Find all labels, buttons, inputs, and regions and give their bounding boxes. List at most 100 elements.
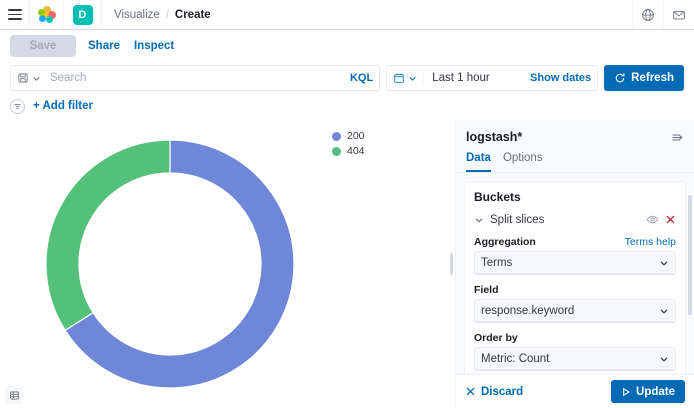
chevron-down-icon [33, 76, 40, 81]
select-value: response.keyword [481, 304, 575, 317]
field-label: Order by [474, 332, 518, 344]
select-value: Terms [481, 256, 513, 269]
terms-help-link[interactable]: Terms help [624, 236, 676, 248]
filter-bar: + Add filter [0, 94, 694, 118]
space-selector-button[interactable]: D [64, 0, 102, 30]
editor-header: logstash* [456, 120, 694, 148]
buckets-panel-title: Buckets [474, 190, 521, 204]
editor-scroll-area: Buckets Split slices [456, 173, 694, 374]
select-value: Metric: Count [481, 352, 550, 365]
field-field-header: Field [474, 284, 676, 296]
elastic-home-button[interactable] [30, 0, 64, 30]
tab-options[interactable]: Options [502, 152, 543, 164]
date-quick-select-button[interactable] [393, 72, 425, 84]
index-pattern-title: logstash* [466, 130, 523, 144]
panel-resize-handle[interactable] [447, 120, 455, 408]
editor-footer: Discard Update [456, 374, 694, 408]
update-button[interactable]: Update [611, 380, 685, 403]
nav-right-actions [632, 0, 694, 30]
field-select[interactable]: response.keyword [474, 299, 676, 323]
mail-icon [673, 10, 685, 19]
saved-query-button[interactable] [17, 72, 46, 84]
query-bar: KQL Last 1 hour Show dates Refresh [0, 62, 694, 94]
legend-item-404[interactable]: 404 [332, 145, 365, 157]
filter-icon [14, 103, 21, 109]
donut-chart-svg [45, 139, 295, 389]
elastic-logo-icon [37, 5, 56, 24]
refresh-label: Refresh [631, 72, 674, 84]
discard-button[interactable]: Discard [465, 386, 523, 398]
filter-options-button[interactable] [10, 98, 25, 114]
globe-icon [642, 8, 654, 21]
refresh-icon [615, 73, 625, 83]
help-globe-button[interactable] [632, 0, 663, 30]
donut-chart[interactable] [30, 128, 310, 400]
search-bar[interactable]: KQL [10, 65, 381, 91]
calendar-icon [394, 73, 404, 83]
toggle-visibility-button[interactable] [646, 213, 659, 226]
play-triangle-icon [623, 387, 630, 396]
chevron-down-icon [659, 306, 669, 316]
remove-bucket-button[interactable] [665, 214, 676, 225]
chart-legend: 200 404 [332, 130, 365, 157]
editor-scrollbar-thumb[interactable] [688, 195, 692, 315]
save-button[interactable]: Save [10, 35, 76, 57]
legend-item-200[interactable]: 200 [332, 130, 365, 142]
hamburger-menu-icon [7, 9, 22, 20]
share-button[interactable]: Share [88, 40, 120, 52]
update-label: Update [636, 385, 675, 398]
field-order-by-header: Order by [474, 332, 676, 344]
breadcrumb: Visualize / Create [102, 0, 632, 30]
query-language-button[interactable]: KQL [349, 72, 374, 84]
inspect-button[interactable]: Inspect [133, 40, 175, 52]
legend-label: 404 [347, 145, 365, 157]
discard-label: Discard [481, 385, 524, 398]
visualization-canvas: 200 404 [0, 120, 447, 408]
aggregation-select[interactable]: Terms [474, 251, 676, 275]
vis-editor-panel: logstash* Data Options Buckets Split s [455, 120, 694, 408]
search-input[interactable] [46, 72, 344, 84]
field-label: Aggregation [474, 236, 536, 248]
collapse-panel-icon [672, 134, 683, 140]
chevron-down-icon [409, 76, 416, 81]
chevron-down-icon [659, 258, 669, 268]
agg-row-label: Split slices [490, 213, 545, 226]
field-label: Field [474, 284, 499, 296]
order-by-select[interactable]: Metric: Count [474, 347, 676, 371]
date-range-value[interactable]: Last 1 hour [432, 72, 490, 84]
breadcrumb-item-visualize[interactable]: Visualize [114, 8, 160, 21]
tab-data[interactable]: Data [466, 148, 491, 172]
collapse-panel-button[interactable] [671, 131, 684, 144]
visualization-bottom-toolbar [0, 382, 447, 408]
app-action-bar: Save Share Inspect [0, 30, 694, 62]
pie-slice-404[interactable] [45, 139, 171, 332]
nav-menu-button[interactable] [0, 0, 30, 30]
add-filter-button[interactable]: + Add filter [33, 100, 93, 112]
refresh-button[interactable]: Refresh [604, 65, 684, 91]
news-mail-button[interactable] [663, 0, 694, 30]
resize-grip-icon [449, 253, 453, 275]
show-dates-button[interactable]: Show dates [530, 72, 592, 84]
field-field: Field response.keyword [474, 284, 676, 323]
inspect-data-table-button[interactable] [5, 386, 23, 404]
legend-color-swatch [332, 146, 341, 156]
chevron-down-icon[interactable] [474, 215, 484, 225]
pie-slice-200[interactable] [64, 139, 295, 389]
eye-icon [646, 215, 659, 224]
close-x-icon [666, 215, 675, 224]
save-floppy-icon [18, 73, 28, 83]
space-avatar: D [72, 4, 93, 25]
date-picker[interactable]: Last 1 hour Show dates [386, 65, 599, 91]
editor-tabs: Data Options [456, 148, 694, 173]
field-aggregation: Aggregation Terms help Terms [474, 236, 676, 275]
agg-row-split-slices[interactable]: Split slices [474, 213, 676, 226]
close-x-icon [466, 387, 475, 396]
chevron-down-icon [659, 354, 669, 364]
field-aggregation-header: Aggregation Terms help [474, 236, 676, 248]
editor-scrollbar-track[interactable] [688, 181, 693, 374]
breadcrumb-item-create[interactable]: Create [174, 8, 211, 21]
field-order-by: Order by Metric: Count [474, 332, 676, 371]
buckets-panel: Buckets Split slices [464, 181, 686, 374]
breadcrumb-separator: / [165, 8, 169, 21]
legend-color-swatch [332, 131, 341, 141]
